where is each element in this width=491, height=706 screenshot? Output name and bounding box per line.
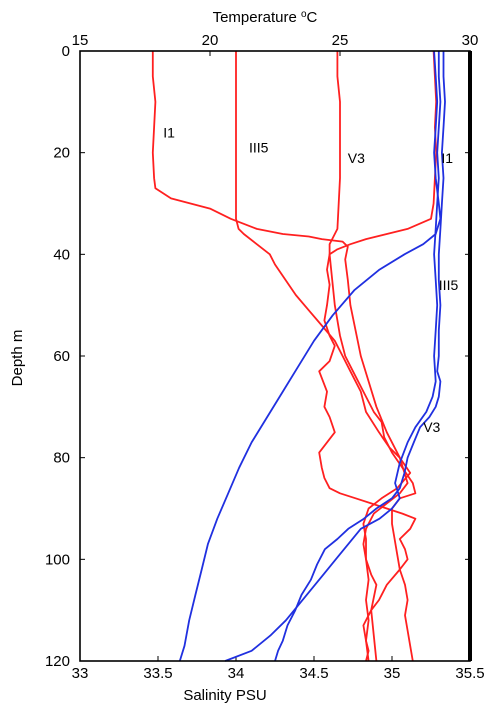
y-tick-label: 80 [53,450,70,467]
y-tick-label: 0 [62,43,70,60]
bottom-tick-label: 33.5 [143,665,172,682]
profile-annotation: I1 [441,150,453,166]
annotation-layer: I1 III5 V3 I1 III5 V3 [163,124,458,435]
y-tick-label: 40 [53,246,70,263]
top-tick-label: 25 [332,32,349,49]
top-tick-label: 20 [202,32,219,49]
profile-annotation: V3 [348,150,365,166]
y-tick-label: 20 [53,145,70,162]
y-axis-ticks: 0 20 40 60 80 100 120 [45,43,470,670]
plot-frame [80,51,470,661]
salinity-profile-line-4 [180,51,441,661]
y-tick-label: 120 [45,653,70,670]
profile-annotation: I1 [163,124,175,140]
bottom-tick-label: 34.5 [299,665,328,682]
profile-annotation: V3 [423,419,440,435]
bottom-tick-label: 35 [384,665,401,682]
bottom-axis-title: Salinity PSU [183,687,266,704]
bottom-tick-label: 34 [228,665,245,682]
bottom-axis-ticks: 33 33.5 34 34.5 35 35.5 [72,656,485,682]
y-tick-label: 60 [53,348,70,365]
temperature-profile-line-3 [319,51,436,661]
y-axis-title: Depth m [9,330,26,387]
profile-annotation: III5 [439,277,459,293]
series-layer [153,51,445,661]
profile-annotation: III5 [249,140,269,156]
top-axis-ticks: 15 20 25 30 [72,32,479,56]
top-tick-label: 15 [72,32,89,49]
bottom-tick-label: 35.5 [455,665,484,682]
y-tick-label: 100 [45,551,70,568]
top-tick-label: 30 [462,32,479,49]
top-axis-title: Temperature oC [213,9,318,27]
temperature-profile-line-0 [153,51,408,661]
bottom-tick-label: 33 [72,665,89,682]
